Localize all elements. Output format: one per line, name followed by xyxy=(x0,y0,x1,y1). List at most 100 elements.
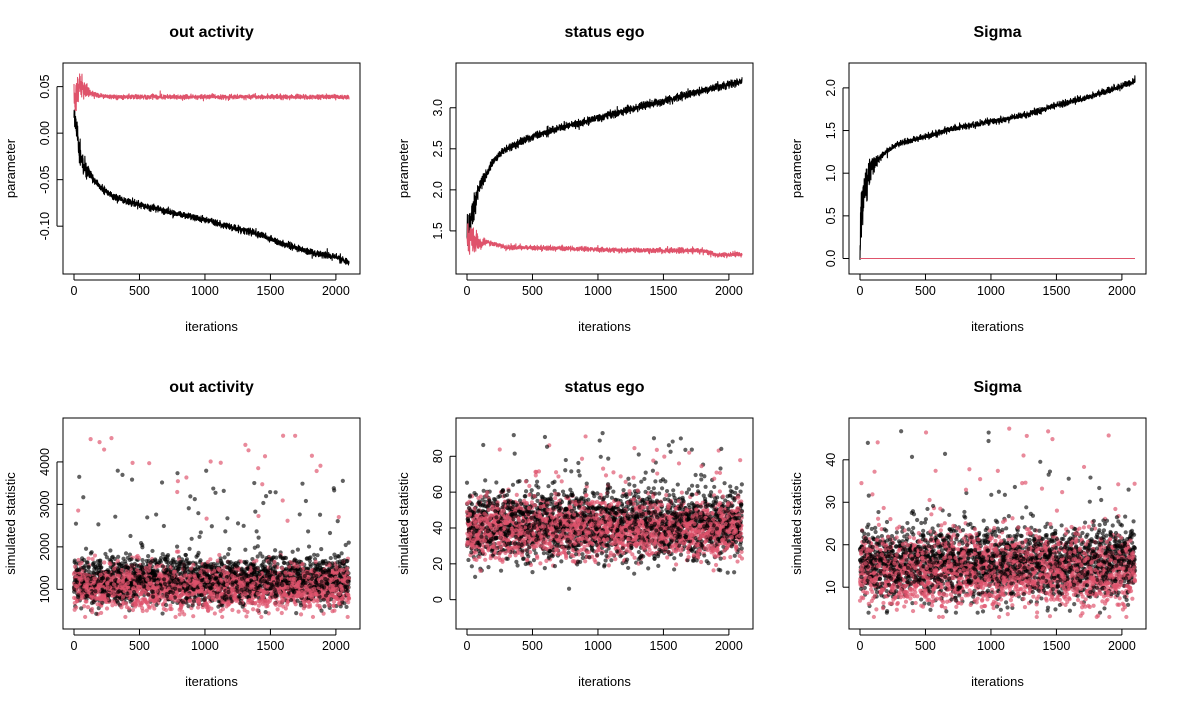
scatter-point-red xyxy=(219,578,224,583)
scatter-point-black xyxy=(173,579,178,585)
scatter-point-black xyxy=(202,597,207,603)
scatter-point-black xyxy=(108,548,113,553)
scatter-point-black xyxy=(319,546,324,552)
scatter-point-red xyxy=(292,576,297,582)
scatter-point-red xyxy=(236,609,241,614)
scatter-point-black xyxy=(223,529,228,534)
y-tick-label: 1.0 xyxy=(824,164,838,181)
scatter-point-red xyxy=(256,513,261,519)
scatter-point-red xyxy=(281,433,286,438)
x-tick-label: 0 xyxy=(71,639,78,653)
scatter-point-black xyxy=(274,582,279,587)
scatter-point-red xyxy=(121,594,126,599)
scatter-point-black xyxy=(254,529,259,534)
scatter-point-red xyxy=(189,592,195,597)
scatter-point-red xyxy=(125,581,130,586)
scatter-point-black xyxy=(91,563,96,568)
scatter-point-black xyxy=(146,592,151,597)
scatter-point-red xyxy=(111,592,117,598)
scatter-point-red xyxy=(601,466,606,471)
y-tick-label: -0.05 xyxy=(38,165,52,194)
scatter-point-red xyxy=(279,610,284,616)
scatter-point-red xyxy=(195,597,200,602)
scatter-point-black xyxy=(236,594,242,599)
y-tick-label: 3000 xyxy=(38,490,52,518)
scatter-point-black xyxy=(133,573,138,578)
scatter-point-red xyxy=(318,463,323,468)
scatter-point-black xyxy=(267,574,272,580)
scatter-point-red xyxy=(330,609,335,614)
plot-frame xyxy=(848,62,1147,275)
scatter-point-red xyxy=(234,597,240,602)
scatter-point-black xyxy=(77,568,82,573)
scatter-point-black xyxy=(140,567,145,572)
scatter-point-black xyxy=(91,600,96,605)
scatter-point-red xyxy=(86,556,91,561)
scatter-point-red xyxy=(279,593,284,599)
scatter-point-red xyxy=(271,575,276,580)
scatter-point-black xyxy=(204,468,209,473)
scatter-point-red xyxy=(175,489,180,495)
scatter-point-black xyxy=(177,587,182,593)
scatter-point-black xyxy=(204,584,209,589)
scatter-point-black xyxy=(160,611,165,616)
scatter-point-black xyxy=(93,589,98,594)
scatter-point-red xyxy=(313,559,318,564)
scatter-point-black xyxy=(314,580,319,586)
scatter-point-black xyxy=(222,555,227,560)
scatter-point-red xyxy=(141,596,146,601)
scatter-point-black xyxy=(136,581,142,586)
scatter-point-black xyxy=(301,578,306,583)
scatter-point-black xyxy=(251,562,256,567)
scatter-point-red xyxy=(136,556,142,561)
scatter-point-black xyxy=(196,511,201,516)
scatter-point-red xyxy=(334,587,340,592)
scatter-point-black xyxy=(294,611,299,616)
scatter-point-red xyxy=(133,602,138,607)
scatter-point-red xyxy=(88,437,93,442)
scatter-point-red xyxy=(255,591,260,596)
scatter-point-red xyxy=(120,579,126,584)
scatter-point-black xyxy=(76,593,81,598)
scatter-point-black xyxy=(116,569,121,575)
scatter-point-red xyxy=(215,593,220,599)
scatter-point-black xyxy=(312,552,317,557)
scatter-point-black xyxy=(186,569,191,574)
scatter-point-red xyxy=(177,607,182,612)
scatter-point-black xyxy=(243,547,248,552)
scatter-point-red xyxy=(283,570,288,575)
scatter-point-red xyxy=(89,594,94,599)
y-tick-label: 3.0 xyxy=(431,99,445,116)
scatter-point-red xyxy=(307,604,313,609)
scatter-point-red xyxy=(334,570,339,575)
scatter-point-black xyxy=(243,586,248,591)
scatter-point-black xyxy=(224,574,229,580)
scatter-point-red xyxy=(195,605,201,610)
scatter-point-red xyxy=(175,598,180,603)
scatter-point-red xyxy=(98,597,103,602)
scatter-point-red xyxy=(187,598,192,604)
scatter-point-black xyxy=(198,530,203,535)
scatter-point-black xyxy=(306,544,312,549)
scatter-point-red xyxy=(304,588,309,593)
scatter-point-black xyxy=(339,551,344,556)
scatter-point-black xyxy=(238,601,243,606)
scatter-point-black xyxy=(272,569,278,574)
scatter-point-red xyxy=(310,614,316,620)
x-tick-label: 2000 xyxy=(322,284,350,298)
scatter-point-red xyxy=(687,450,692,455)
scatter-point-black xyxy=(149,589,154,594)
scatter-point-black xyxy=(261,579,266,584)
scatter-point-black xyxy=(642,476,647,482)
scatter-point-black xyxy=(98,561,103,566)
scatter-point-red xyxy=(107,561,112,566)
scatter-point-black xyxy=(140,561,146,567)
scatter-point-black xyxy=(319,608,324,613)
scatter-point-black xyxy=(531,557,537,563)
scatter-point-red xyxy=(292,580,297,585)
scatter-point-black xyxy=(150,548,155,554)
scatter-point-black xyxy=(123,551,129,556)
plot-area xyxy=(464,431,745,591)
scatter-point-black xyxy=(305,570,310,575)
